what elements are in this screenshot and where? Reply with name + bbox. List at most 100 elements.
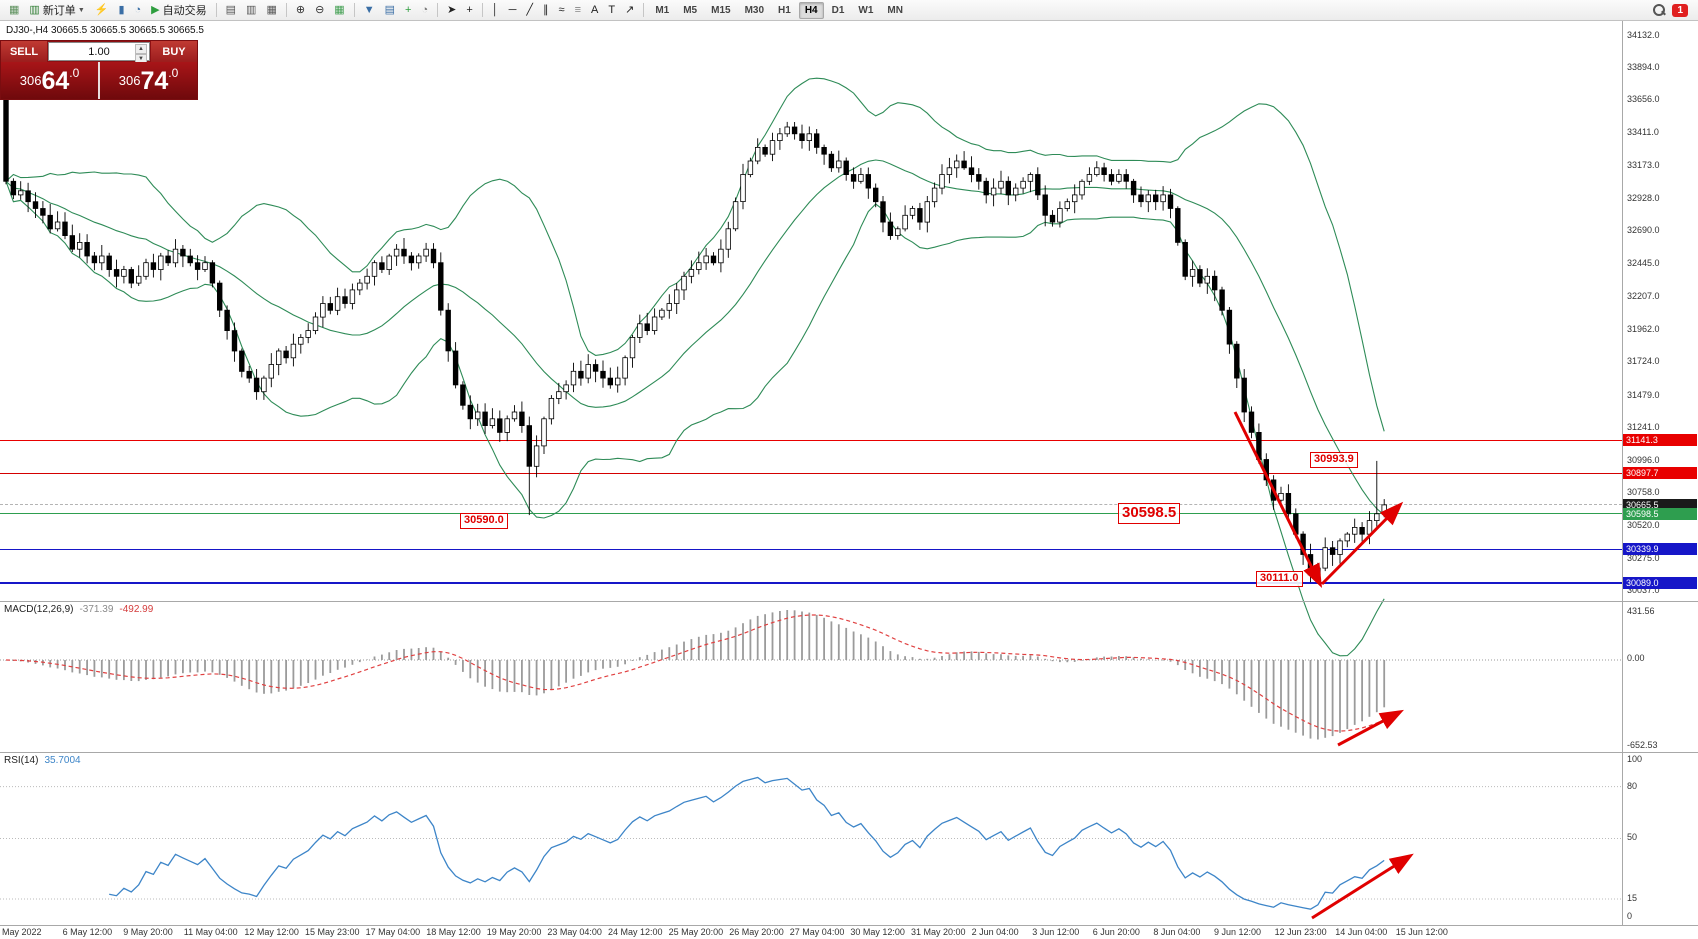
time-tick: 14 Jun 04:00 (1335, 927, 1388, 937)
timeframe-mn[interactable]: MN (887, 4, 903, 16)
time-tick: 17 May 04:00 (365, 927, 421, 937)
data-window-icon[interactable]: ◔ (134, 4, 142, 16)
quick-trade-icon[interactable]: ⚡ (94, 4, 109, 16)
tile-vertical-icon[interactable]: ▦ (266, 4, 277, 16)
toolbar-buttons: ▦ ▥ 新订单 ▼ ⚡ ▮ ◔ ▶ 自动交易 ▤ ▥ ▦ ⊕ ⊖ ▦ ▼ ▤ + ◔ ➤ + │ ─ ╱ ∥ ≈ ≡ A T ↗ (4, 0, 639, 20)
market-watch-icon[interactable]: ▮ (118, 4, 125, 16)
timeframe-toolbar: M1 M5 M15 M30 H1 H4 D1 W1 MN (648, 0, 910, 20)
sell-button[interactable]: SELL (1, 41, 47, 62)
time-tick: 12 Jun 23:00 (1274, 927, 1327, 937)
price-level-line[interactable] (0, 439, 1622, 441)
rsi-scale-tick: 15 (1627, 893, 1638, 903)
crosshair-icon[interactable]: + (466, 4, 473, 16)
price-level-line[interactable] (0, 504, 1622, 506)
arrows-icon[interactable]: ↗ (625, 4, 635, 16)
price-level-line[interactable] (0, 548, 1622, 550)
main-toolbar: ▦ ▥ 新订单 ▼ ⚡ ▮ ◔ ▶ 自动交易 ▤ ▥ ▦ ⊕ ⊖ ▦ ▼ ▤ + ◔ ➤ + │ ─ ╱ ∥ ≈ ≡ A T ↗ M1 M5… (0, 0, 1698, 21)
time-axis-separator (0, 925, 1698, 926)
time-tick: 2 Jun 04:00 (971, 927, 1019, 937)
price-level-line[interactable] (0, 582, 1622, 585)
timeframe-m30[interactable]: M30 (744, 4, 765, 16)
search-icon[interactable] (1652, 3, 1666, 17)
time-tick: 6 May 12:00 (62, 927, 113, 937)
fibonacci-icon[interactable]: ≈ (558, 4, 565, 16)
price-tick: 30275.0 (1627, 552, 1660, 563)
chart-window-icon[interactable]: ▦ (9, 4, 20, 16)
cursor-icon[interactable]: ➤ (447, 4, 457, 16)
trendline-icon[interactable]: ╱ (526, 4, 534, 16)
timeframe-m15[interactable]: M15 (711, 4, 731, 16)
price-tick: 32928.0 (1627, 192, 1660, 203)
price-tick: 30996.0 (1627, 455, 1660, 466)
price-annotation[interactable]: 30993.9 (1310, 452, 1358, 468)
rsi-header: RSI(14) 35.7004 (4, 755, 81, 766)
tile-horizontal-icon[interactable]: ▥ (246, 4, 257, 16)
rsi-panel-separator[interactable] (0, 752, 1698, 753)
timeframe-d1[interactable]: D1 (831, 4, 845, 16)
buy-price[interactable]: 306 74 .0 (100, 62, 197, 99)
tile-windows-icon[interactable]: ▦ (334, 4, 345, 16)
price-annotation[interactable]: 30590.0 (460, 513, 508, 529)
sell-price[interactable]: 306 64 .0 (1, 62, 98, 99)
notification-badge[interactable]: 1 (1672, 3, 1688, 17)
price-annotation[interactable]: 30598.5 (1118, 503, 1181, 524)
price-marker: 30089.0 (1623, 577, 1697, 590)
toolbar-right: 1 (1652, 3, 1694, 17)
zoom-in-icon[interactable]: ⊕ (295, 4, 306, 16)
add-chart-icon[interactable]: + (405, 4, 412, 16)
macd-scale-tick: -652.53 (1627, 740, 1658, 750)
zoom-out-icon[interactable]: ⊖ (315, 4, 325, 16)
price-level-line[interactable] (0, 513, 1622, 515)
price-tick: 33656.0 (1627, 94, 1660, 105)
buy-button[interactable]: BUY (151, 41, 197, 62)
time-tick: 9 May 20:00 (123, 927, 173, 937)
terminal-icon[interactable]: ▤ (384, 4, 395, 16)
time-tick: 30 May 12:00 (850, 927, 905, 937)
rsi-scale-tick: 0 (1627, 911, 1633, 921)
new-order-button[interactable]: ▥ 新订单 ▼ (29, 4, 85, 17)
volume-input[interactable]: 1.00 ▲ ▼ (48, 42, 150, 64)
price-tick: 33894.0 (1627, 61, 1660, 72)
vertical-line-icon[interactable]: │ (491, 4, 499, 16)
time-tick: 26 May 20:00 (729, 927, 784, 937)
time-tick: May 2022 (2, 927, 42, 937)
price-annotation[interactable]: 30111.0 (1256, 571, 1303, 587)
price-tick: 33173.0 (1627, 159, 1660, 170)
navigator-icon[interactable]: ▼ (363, 4, 375, 16)
horizontal-line-icon[interactable]: ─ (508, 4, 517, 16)
time-tick: 23 May 04:00 (547, 927, 602, 937)
time-tick: 24 May 12:00 (608, 927, 663, 937)
cascade-windows-icon[interactable]: ▤ (225, 4, 237, 16)
time-tick: 19 May 20:00 (486, 927, 542, 937)
price-marker: 30897.7 (1623, 467, 1697, 480)
volume-up-button[interactable]: ▲ (135, 44, 147, 54)
time-tick: 18 May 12:00 (426, 927, 481, 937)
timeframe-h1[interactable]: H1 (778, 4, 791, 16)
time-tick: 8 Jun 04:00 (1153, 927, 1201, 937)
time-tick: 12 May 12:00 (244, 927, 299, 937)
timeframe-m1[interactable]: M1 (655, 4, 670, 16)
price-tick: 34132.0 (1627, 29, 1660, 40)
timeframe-m5[interactable]: M5 (683, 4, 698, 16)
ruler-icon[interactable]: ≡ (574, 4, 582, 16)
price-marker: 30665.5 (1623, 498, 1697, 511)
time-tick: 15 Jun 12:00 (1395, 927, 1448, 937)
macd-scale-tick: 431.56 (1627, 606, 1655, 616)
price-level-line[interactable] (0, 472, 1622, 474)
price-tick: 31724.0 (1627, 356, 1660, 367)
autotrading-button[interactable]: ▶ 自动交易 (151, 4, 207, 17)
macd-panel-separator[interactable] (0, 601, 1698, 602)
time-tick: 27 May 04:00 (789, 927, 845, 937)
price-marker: 30598.5 (1623, 507, 1697, 520)
channel-icon[interactable]: ∥ (543, 4, 549, 16)
time-tick: 25 May 20:00 (668, 927, 724, 937)
label-icon[interactable]: T (608, 4, 616, 16)
timeframe-w1[interactable]: W1 (858, 4, 874, 16)
period-clock-icon[interactable]: ◔ (421, 4, 429, 16)
text-icon[interactable]: A (591, 4, 599, 16)
time-tick: 9 Jun 12:00 (1214, 927, 1262, 937)
time-tick: 15 May 23:00 (305, 927, 360, 937)
timeframe-h4[interactable]: H4 (798, 1, 824, 19)
